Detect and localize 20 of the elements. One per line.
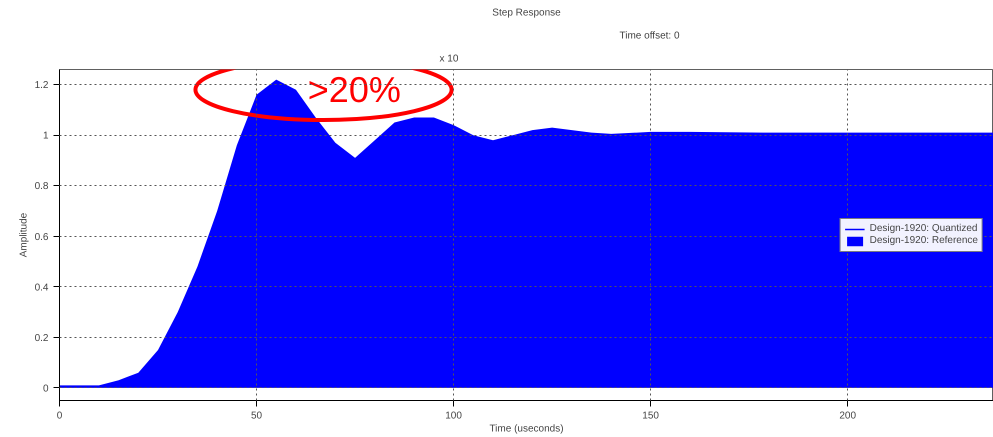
x-tick-label: 100	[445, 410, 462, 422]
x-tick-label: 150	[642, 410, 660, 422]
y-tick-label: 0	[42, 383, 49, 394]
legend-label: Design-1920: Quantized	[870, 223, 978, 234]
legend-label: Design-1920: Reference	[870, 235, 978, 246]
y-tick-label: 1	[42, 130, 49, 142]
x-tick-label: 50	[250, 410, 263, 422]
annotation: >20%	[308, 68, 401, 110]
text: Time offset: 0	[620, 30, 680, 42]
y-axis-title: Amplitude	[18, 212, 30, 258]
chart-title: Step Response	[492, 8, 562, 18]
y-tick-label: 0.2	[34, 332, 49, 344]
text: x 10	[440, 54, 459, 64]
x-tick-label: 0	[56, 410, 63, 422]
y-tick-label: 1.2	[34, 80, 49, 92]
x-axis-title: Time (useconds)	[489, 424, 564, 434]
y-tick-label: 0.8	[34, 181, 49, 192]
x-tick-label: 200	[839, 410, 856, 422]
y-tick-label: 0.4	[34, 282, 49, 294]
y-tick-label: 0.6	[34, 232, 49, 243]
